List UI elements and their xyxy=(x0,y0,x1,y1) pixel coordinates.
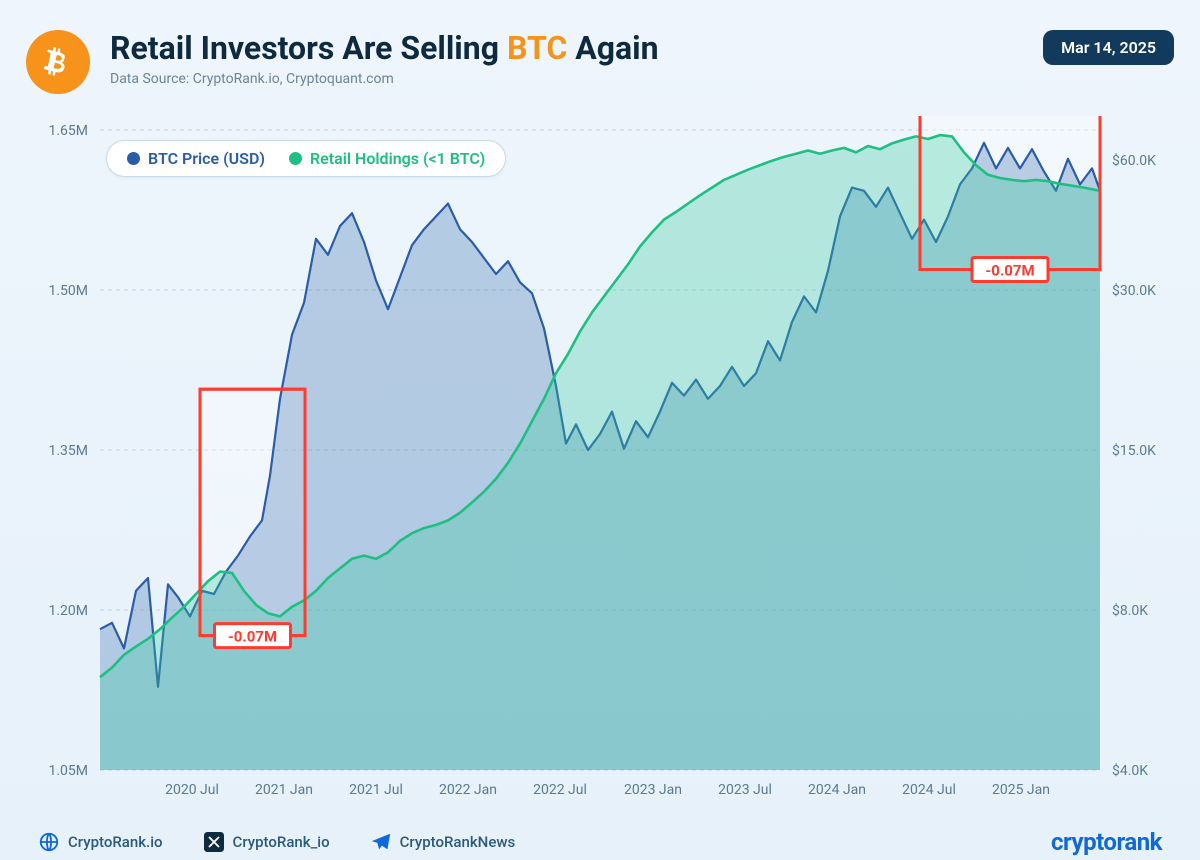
svg-text:2024 Jan: 2024 Jan xyxy=(808,782,866,796)
svg-text:2022 Jul: 2022 Jul xyxy=(533,782,587,796)
svg-text:2022 Jan: 2022 Jan xyxy=(439,782,497,796)
brand-pre: crypto xyxy=(1051,828,1116,856)
date-badge: Mar 14, 2025 xyxy=(1043,30,1174,65)
chart-title: Retail Investors Are Selling BTC Again xyxy=(110,30,1029,67)
x-twitter-icon xyxy=(203,831,225,853)
footer-link-website[interactable]: CryptoRank.io xyxy=(38,831,163,853)
footer-link-twitter[interactable]: CryptoRank_io xyxy=(203,831,330,853)
svg-text:-0.07M: -0.07M xyxy=(228,628,277,646)
svg-text:1.50M: 1.50M xyxy=(48,283,88,299)
data-source: Data Source: CryptoRank.io, Cryptoquant.… xyxy=(110,71,1029,87)
svg-text:$4.0K: $4.0K xyxy=(1112,762,1148,779)
svg-text:$30.0K: $30.0K xyxy=(1112,282,1156,299)
svg-text:2021 Jan: 2021 Jan xyxy=(255,782,313,796)
legend-dot-price xyxy=(127,152,140,165)
svg-text:2024 Jul: 2024 Jul xyxy=(902,782,956,796)
svg-text:2020 Jul: 2020 Jul xyxy=(165,782,219,796)
chart-container: Retail Investors Are Selling BTC Again D… xyxy=(0,0,1200,860)
footer-link-telegram[interactable]: CryptoRankNews xyxy=(370,831,516,853)
legend: BTC Price (USD) Retail Holdings (<1 BTC) xyxy=(106,140,506,177)
chart-area: 1.05M 1.20M 1.35M 1.50M 1.65M $4.0K $8.0K $15.0… xyxy=(26,116,1174,800)
svg-text:1.05M: 1.05M xyxy=(48,763,88,779)
svg-text:2023 Jul: 2023 Jul xyxy=(718,782,772,796)
telegram-icon xyxy=(370,831,392,853)
svg-text:1.65M: 1.65M xyxy=(48,123,88,139)
svg-text:-0.07M: -0.07M xyxy=(985,262,1034,280)
bitcoin-logo-icon xyxy=(26,30,90,94)
legend-label-holdings: Retail Holdings (<1 BTC) xyxy=(310,149,485,168)
legend-dot-holdings xyxy=(289,152,302,165)
svg-text:1.35M: 1.35M xyxy=(48,443,88,459)
svg-text:$15.0K: $15.0K xyxy=(1112,442,1156,459)
svg-text:2021 Jul: 2021 Jul xyxy=(349,782,403,796)
svg-text:2025 Jan: 2025 Jan xyxy=(992,782,1050,796)
title-accent: BTC xyxy=(507,29,567,67)
globe-icon xyxy=(38,831,60,853)
chart-svg: 1.05M 1.20M 1.35M 1.50M 1.65M $4.0K $8.0K $15.0… xyxy=(26,116,1174,796)
svg-text:$60.0K: $60.0K xyxy=(1112,152,1156,169)
legend-item-price: BTC Price (USD) xyxy=(127,149,265,168)
brand-logo: cryptorank xyxy=(1051,828,1162,856)
footer-text-twitter: CryptoRank_io xyxy=(233,833,330,851)
svg-text:$8.0K: $8.0K xyxy=(1112,602,1148,619)
header: Retail Investors Are Selling BTC Again D… xyxy=(26,30,1174,94)
brand-post: rank xyxy=(1116,828,1162,856)
title-text-post: Again xyxy=(567,29,658,67)
footer: CryptoRank.io CryptoRank_io CryptoRankNe… xyxy=(26,818,1174,856)
footer-text-telegram: CryptoRankNews xyxy=(400,833,516,851)
legend-label-price: BTC Price (USD) xyxy=(148,149,265,168)
svg-text:1.20M: 1.20M xyxy=(48,603,88,619)
title-block: Retail Investors Are Selling BTC Again D… xyxy=(110,30,1029,87)
footer-text-website: CryptoRank.io xyxy=(68,833,163,851)
title-text-pre: Retail Investors Are Selling xyxy=(110,29,507,67)
svg-text:2023 Jan: 2023 Jan xyxy=(624,782,682,796)
legend-item-holdings: Retail Holdings (<1 BTC) xyxy=(289,149,485,168)
